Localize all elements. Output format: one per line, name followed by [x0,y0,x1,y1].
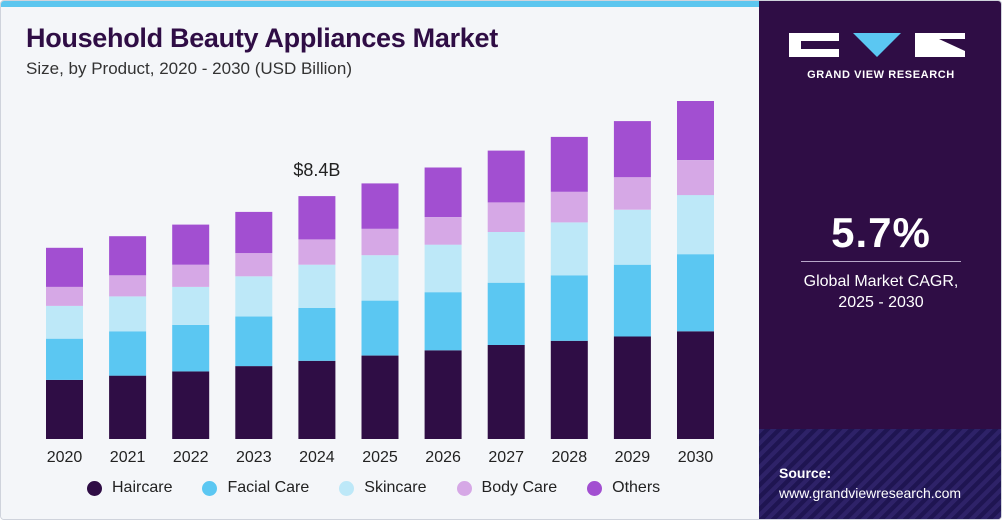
bar-segment-2030-skincare [677,195,714,255]
bar-segment-2026-body-care [424,217,462,245]
bar-segment-2025-others [361,183,399,229]
bar-segment-2027-body-care [487,202,525,232]
bar-segment-2020-haircare [46,379,83,439]
bar-segment-2020-skincare [46,305,83,339]
legend-swatch [339,480,355,496]
legend-item-body-care: Body Care [456,479,558,497]
bar-segment-2025-facial-care [361,300,399,356]
chart-subtitle: Size, by Product, 2020 - 2030 (USD Billi… [26,59,352,78]
chart-title: Household Beauty Appliances Market [26,23,498,53]
legend-swatch [587,480,603,496]
bar-segment-2022-haircare [172,371,210,439]
legend-label: Body Care [481,479,558,496]
bar-segment-2020-others [46,247,83,287]
bar-segment-2023-others [235,211,273,254]
bar-segment-2027-haircare [487,345,525,439]
bar-segment-2023-haircare [235,366,273,439]
value-annotation: $8.4B [293,160,340,180]
x-tick-label: 2028 [552,449,588,466]
bar-segment-2026-skincare [424,244,462,293]
bar-segment-2024-haircare [298,360,336,439]
legend-label: Facial Care [227,479,310,496]
legend-item-skincare: Skincare [339,479,427,497]
bar-segment-2029-haircare [613,336,651,439]
x-tick-label: 2023 [236,449,272,466]
x-tick-label: 2027 [488,449,524,466]
source-panel [759,429,1001,519]
bar-segment-2028-body-care [550,191,588,223]
bar-segment-2020-body-care [46,286,83,306]
x-tick-label: 2030 [678,449,714,466]
bar-segment-2021-body-care [109,275,147,297]
legend-swatch [87,480,102,496]
bar-segment-2030-haircare [677,331,714,439]
bar-segment-2026-facial-care [424,292,462,351]
cagr-value: 5.7% [831,209,931,256]
x-tick-label: 2026 [425,449,461,466]
bar-segment-2028-skincare [550,222,588,276]
bar-segment-2026-others [424,167,462,218]
bar-segment-2020-facial-care [46,338,83,380]
bar-segment-2022-others [172,224,210,265]
accent-bar [1,1,759,7]
bar-segment-2023-skincare [235,276,273,317]
bar-segment-2025-skincare [361,255,399,301]
x-tick-label: 2020 [47,449,83,466]
bar-segment-2021-others [109,236,147,276]
bar-segment-2028-others [550,136,588,192]
cagr-divider [801,261,961,262]
bar-segment-2029-skincare [613,209,651,265]
bar-segment-2029-others [613,121,651,178]
x-tick-label: 2025 [362,449,398,466]
bar-segment-2021-facial-care [109,331,147,376]
grand-view-research-logo [789,33,965,57]
bar-segment-2024-body-care [298,239,336,265]
bar-segment-2021-skincare [109,296,147,332]
bar-segment-2029-body-care [613,177,651,210]
bar-segment-2030-others [677,101,714,161]
x-tick-label: 2029 [615,449,651,466]
stacked-bar-chart: 2020 2021 2022 2023 2024 2025 2026 2027 2028 2029… [46,101,714,466]
bar-segment-2023-body-care [235,253,273,277]
bar-segment-2028-facial-care [550,275,588,341]
brand-name: GRAND VIEW RESEARCH [807,69,955,81]
bar-segment-2028-haircare [550,340,588,439]
source-link[interactable]: www.grandviewresearch.com [779,485,962,501]
bar-segment-2023-facial-care [235,316,273,367]
cagr-label-line-1: Global Market CAGR, [803,273,959,290]
sidebar-panel: GRAND VIEW RESEARCH 5.7% Global Market C… [759,1,1001,519]
bar-segment-2026-haircare [424,350,462,439]
bar-segment-2027-others [487,150,525,203]
legend-item-facial-care: Facial Care [202,479,309,497]
x-tick-label: 2021 [110,449,146,466]
bar-segment-2030-facial-care [677,254,714,332]
bar-segment-2027-facial-care [487,282,525,345]
x-tick-label: 2024 [299,449,335,466]
bar-segment-2029-facial-care [613,264,651,337]
bar-segment-2022-body-care [172,264,210,287]
x-tick-label: 2022 [173,449,209,466]
legend-swatch [202,480,218,496]
bar-segment-2024-facial-care [298,308,336,361]
legend-item-haircare: Haircare [87,479,172,497]
bar-segment-2025-body-care [361,228,399,256]
source-label: Source: [779,465,832,481]
legend-label: Haircare [112,479,173,496]
cagr-label-line-2: 2025 - 2030 [838,294,924,311]
legend-swatch [456,480,472,496]
bar-segment-2024-others [298,196,336,240]
legend-label: Others [612,479,661,496]
legend-item-others: Others [587,479,660,497]
bar-segment-2025-haircare [361,355,399,439]
chart-legend: Haircare Facial Care Skincare Body Care Othe… [87,479,690,497]
legend-label: Skincare [364,479,427,496]
bar-segment-2022-facial-care [172,324,210,372]
bar-segment-2027-skincare [487,232,525,283]
bar-segment-2022-skincare [172,286,210,325]
bar-segment-2021-haircare [109,375,147,439]
bar-segment-2030-body-care [677,160,714,196]
bar-segment-2024-skincare [298,264,336,308]
cagr-label: Global Market CAGR, 2025 - 2030 [759,271,1001,313]
